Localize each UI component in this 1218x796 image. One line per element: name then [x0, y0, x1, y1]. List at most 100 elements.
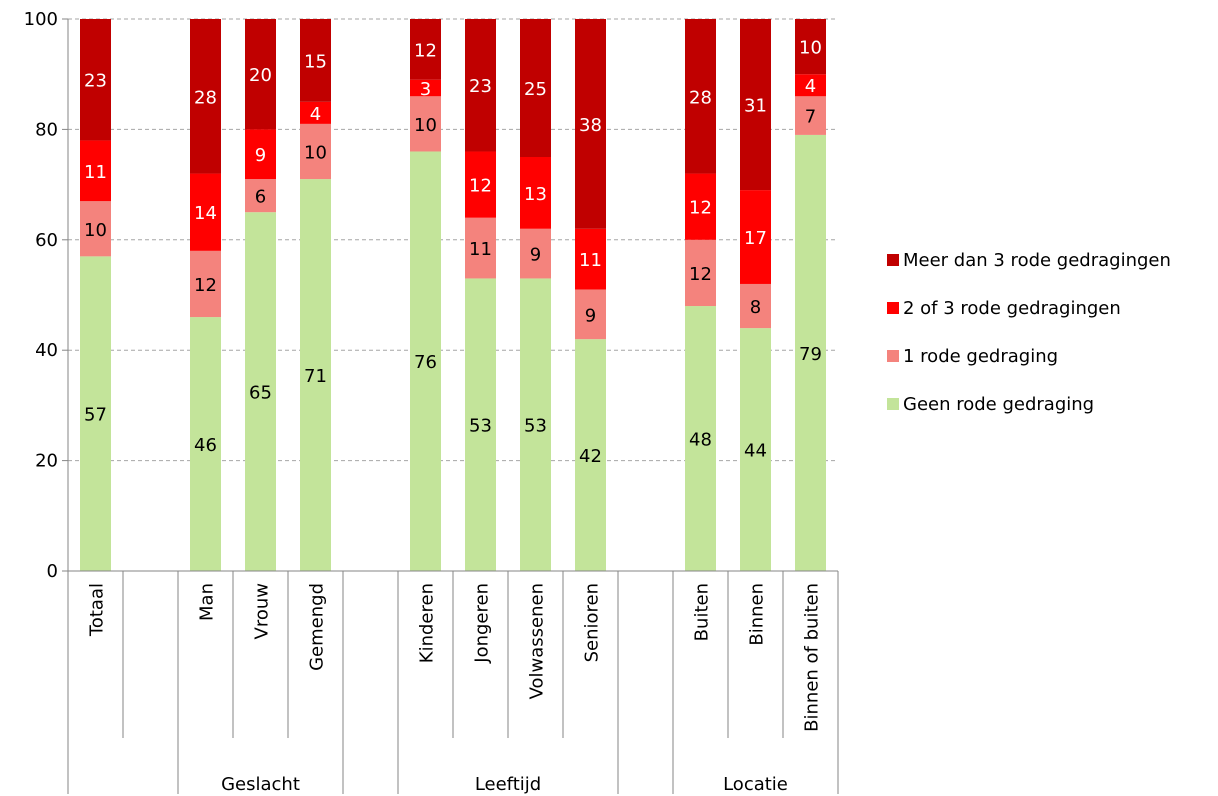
category-label: Senioren: [582, 583, 603, 662]
bar-segment: [190, 173, 221, 251]
bar-segment: [795, 74, 826, 97]
legend: Meer dan 3 rode gedragingen 2 of 3 rode g…: [887, 250, 1171, 415]
axes: 0 20 40 60 80 100 Totaal Man Vrouw Gemengd Kindere…: [24, 9, 839, 795]
data-label: 10: [304, 142, 327, 163]
bar-segment: [575, 19, 606, 229]
data-label: 46: [194, 435, 217, 456]
data-label: 28: [194, 87, 217, 108]
category-label: Gemengd: [307, 583, 328, 671]
y-tick-label: 100: [24, 9, 58, 30]
data-label: 13: [524, 184, 547, 205]
gridlines: [68, 18, 838, 462]
data-label: 44: [744, 441, 767, 462]
data-label: 17: [744, 228, 767, 249]
bar-segment: [245, 179, 276, 213]
bar-segment: [465, 278, 496, 571]
bar-segment: [465, 151, 496, 218]
legend-swatch: [887, 398, 899, 410]
data-label: 3: [420, 79, 431, 100]
bar-segment: [520, 228, 551, 279]
legend-label: Geen rode gedraging: [903, 394, 1094, 415]
category-label: Kinderen: [417, 583, 438, 663]
bar-segment: [245, 129, 276, 180]
bar-segment: [465, 217, 496, 279]
data-label: 12: [469, 176, 492, 197]
data-label: 12: [689, 264, 712, 285]
data-label: 9: [585, 305, 596, 326]
y-tick-label: 40: [35, 340, 58, 361]
bar-segment: [300, 179, 331, 571]
data-label: 23: [84, 71, 107, 92]
bar-segment: [795, 19, 826, 75]
bar-segment: [520, 157, 551, 229]
bar-segment: [575, 289, 606, 340]
bar-segment: [575, 228, 606, 290]
bar-segment: [795, 96, 826, 135]
bar-segment: [685, 19, 716, 174]
data-label: 28: [689, 87, 712, 108]
legend-label: 2 of 3 rode gedragingen: [903, 298, 1121, 319]
data-label: 12: [689, 198, 712, 219]
data-label: 10: [799, 38, 822, 59]
data-label: 11: [579, 250, 602, 271]
data-label: 57: [84, 405, 107, 426]
data-label: 12: [194, 275, 217, 296]
legend-swatch: [887, 254, 899, 266]
y-tick-label: 20: [35, 451, 58, 472]
data-label: 10: [414, 115, 437, 136]
data-label: 12: [414, 40, 437, 61]
data-label: 42: [579, 446, 602, 467]
bar-segment: [685, 173, 716, 240]
legend-label: Meer dan 3 rode gedragingen: [903, 250, 1171, 271]
bar-segment: [300, 123, 331, 180]
bar-segment: [245, 212, 276, 571]
bar-segment: [410, 79, 441, 97]
bar-segment: [410, 19, 441, 80]
bar-segment: [245, 19, 276, 130]
bar-segment: [190, 317, 221, 571]
data-label: 38: [579, 115, 602, 136]
data-label: 10: [84, 220, 107, 241]
data-label: 31: [744, 96, 767, 117]
category-label: Totaal: [87, 583, 108, 637]
bar-segment: [80, 256, 111, 571]
data-label: 9: [530, 245, 541, 266]
bar-segment: [740, 19, 771, 191]
data-label: 4: [310, 104, 321, 125]
bar-segment: [80, 201, 111, 257]
category-label: Volwassenen: [527, 583, 548, 699]
data-label: 48: [689, 430, 712, 451]
y-tick-label: 80: [35, 119, 58, 140]
bar-segment: [795, 134, 826, 572]
category-label: Jongeren: [472, 583, 493, 664]
category-label: Binnen of buiten: [802, 583, 823, 732]
bar-segment: [300, 101, 331, 124]
bar-segment: [740, 283, 771, 329]
group-label: Geslacht: [221, 774, 300, 795]
bar-segment: [410, 151, 441, 572]
category-label: Buiten: [692, 583, 713, 641]
y-tick-label: 60: [35, 230, 58, 251]
bar-segment: [190, 250, 221, 318]
bar-segment: [80, 140, 111, 202]
bar-segment: [80, 19, 111, 141]
data-label: 53: [524, 416, 547, 437]
data-label: 6: [255, 187, 266, 208]
bar-segment: [465, 19, 496, 152]
bar-segment: [685, 306, 716, 571]
group-label: Locatie: [723, 774, 788, 795]
bar-segment: [575, 339, 606, 571]
legend-swatch: [887, 302, 899, 314]
category-label: Binnen: [747, 583, 768, 646]
data-label: 7: [805, 107, 816, 128]
data-label: 14: [194, 203, 217, 224]
data-label: 8: [750, 297, 761, 318]
data-label: 11: [469, 239, 492, 260]
data-label: 23: [469, 76, 492, 97]
y-tick-label: 0: [47, 561, 58, 582]
data-label: 79: [799, 344, 822, 365]
data-label: 11: [84, 162, 107, 183]
data-label: 20: [249, 65, 272, 86]
data-label: 76: [414, 352, 437, 373]
